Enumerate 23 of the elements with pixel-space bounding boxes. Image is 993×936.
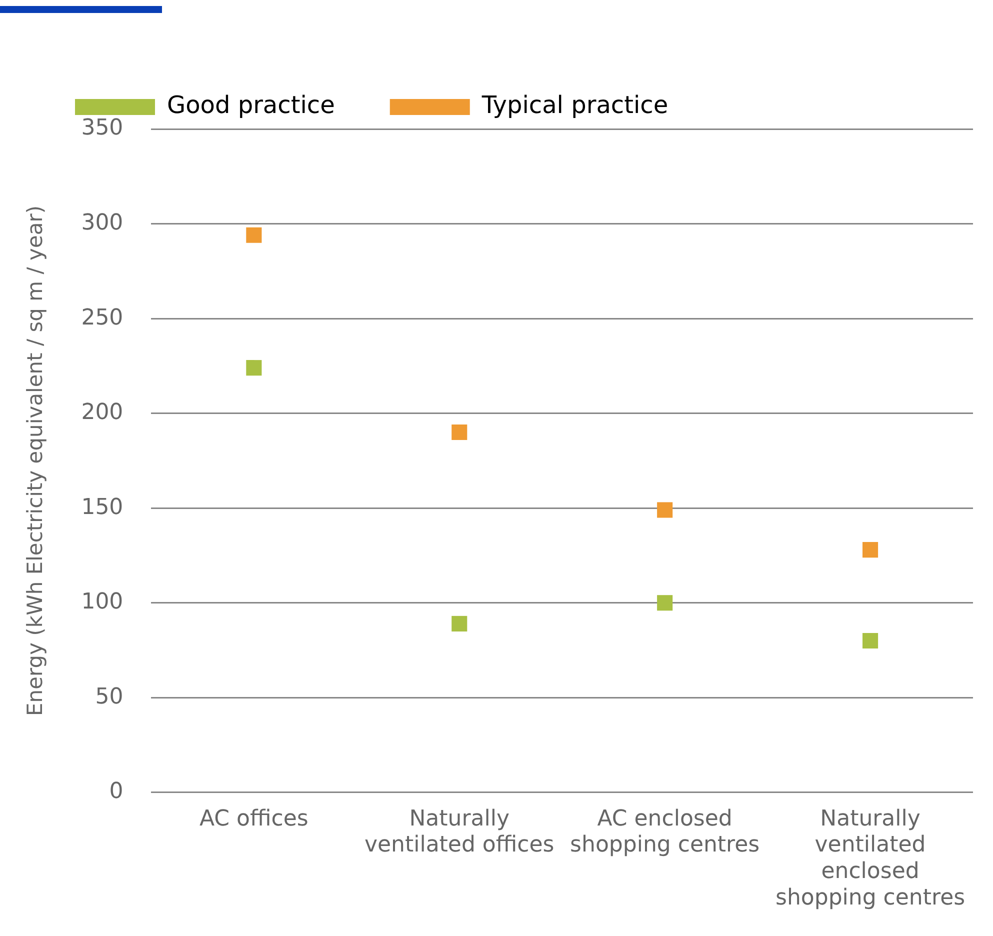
y-tick-label: 250 bbox=[81, 305, 124, 330]
legend-label: Typical practice bbox=[480, 91, 668, 120]
y-tick-label: 350 bbox=[81, 116, 124, 141]
legend-label: Good practice bbox=[167, 91, 335, 120]
y-tick-label: 0 bbox=[109, 779, 124, 804]
x-tick-label: Naturally ventilated enclosed shopping centres bbox=[775, 806, 966, 911]
point bbox=[657, 595, 673, 611]
point bbox=[452, 616, 468, 632]
y-axis-title: Energy (kWh Electricity equivalent / sq m / year) bbox=[23, 205, 48, 716]
point bbox=[246, 360, 262, 376]
y-tick-label: 150 bbox=[81, 494, 124, 520]
x-tick-label: AC offices bbox=[199, 806, 308, 832]
y-tick-label: 50 bbox=[95, 684, 124, 710]
y-tick-label: 300 bbox=[81, 210, 124, 236]
point bbox=[862, 542, 878, 558]
y-tick-label: 100 bbox=[81, 590, 124, 615]
point bbox=[862, 632, 878, 649]
point bbox=[452, 424, 468, 440]
x-tick-label: Naturally ventilated offices bbox=[364, 806, 554, 858]
x-tick-label: AC enclosed shopping centres bbox=[570, 806, 760, 858]
y-tick-label: 200 bbox=[81, 400, 124, 426]
point bbox=[246, 227, 262, 243]
point bbox=[657, 502, 673, 518]
